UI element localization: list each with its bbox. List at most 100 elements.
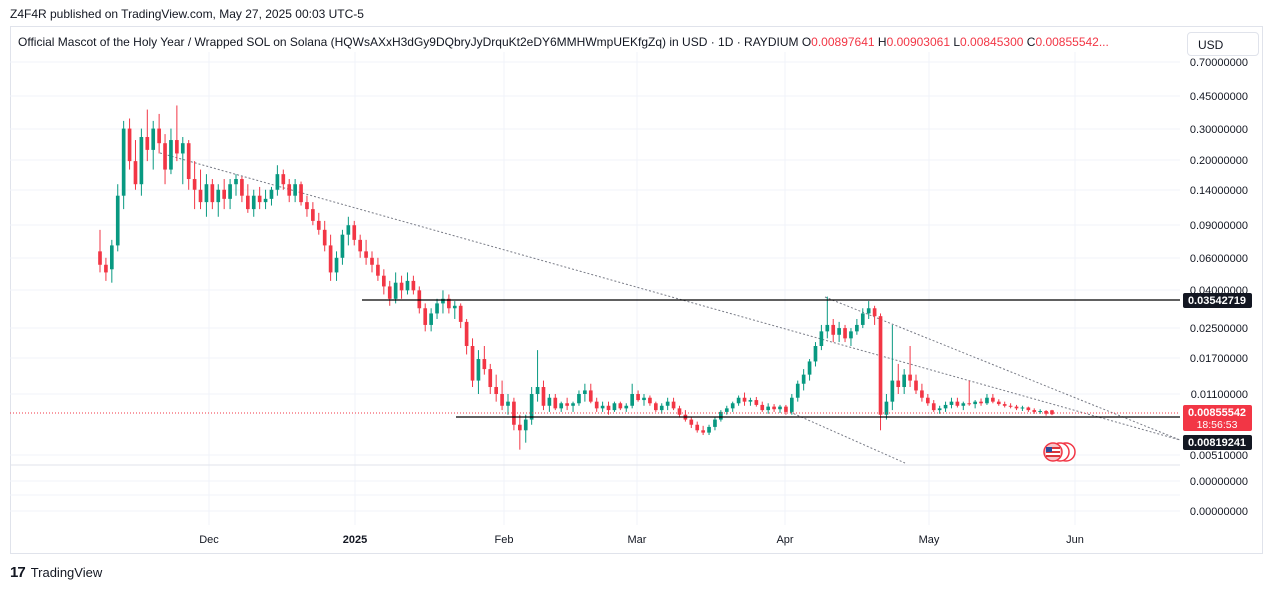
x-tick-label: Apr <box>776 534 793 546</box>
y-tick-label: 0.00000000 <box>1190 476 1248 488</box>
candle <box>216 184 221 217</box>
candle <box>328 234 333 281</box>
candle <box>299 181 303 206</box>
candle <box>133 140 138 190</box>
flag-icon[interactable] <box>1043 442 1076 462</box>
candle <box>736 395 741 406</box>
y-tick-label: 0.00000000 <box>1190 506 1248 518</box>
candle <box>198 169 203 210</box>
tradingview-mark-icon: 17 <box>10 564 26 581</box>
candle <box>287 179 292 203</box>
price-tag: 0.03542719 <box>1183 293 1252 308</box>
candle <box>931 400 936 412</box>
trendlines <box>159 152 1181 464</box>
x-tick-label: May <box>919 534 940 546</box>
candle <box>967 380 972 406</box>
candle <box>364 239 368 265</box>
candle <box>789 394 794 415</box>
price-tag: 0.00819241 <box>1183 435 1252 450</box>
high-value: 0.00903061 <box>886 35 950 49</box>
tradingview-logo[interactable]: 17 TradingView <box>10 564 102 581</box>
candle <box>180 137 185 185</box>
candle <box>825 296 830 339</box>
candle <box>943 401 948 412</box>
candle <box>476 350 481 394</box>
candle <box>512 397 516 431</box>
candle <box>305 195 309 217</box>
candle <box>754 396 759 407</box>
y-tick-label: 0.02500000 <box>1190 323 1248 335</box>
y-tick-label: 0.06000000 <box>1190 253 1248 265</box>
candle <box>429 308 433 332</box>
candle <box>902 369 907 394</box>
candle <box>955 397 960 408</box>
candle <box>210 179 215 210</box>
candle <box>606 401 611 415</box>
candle <box>1032 408 1037 414</box>
y-tick-label: 0.00510000 <box>1190 450 1248 462</box>
candle <box>612 401 617 412</box>
candle <box>204 174 209 217</box>
candle <box>370 251 374 273</box>
close-label: C <box>1026 35 1036 49</box>
candle <box>719 410 723 422</box>
candle <box>257 186 262 210</box>
channel-trendline <box>789 411 906 464</box>
candle <box>878 313 883 431</box>
candle <box>588 383 593 404</box>
candle <box>535 350 540 402</box>
candle <box>884 394 889 420</box>
candle <box>624 403 629 412</box>
candle <box>145 109 150 162</box>
candle <box>949 397 954 409</box>
candle <box>192 161 197 210</box>
descending-trendline <box>159 152 1181 441</box>
candle <box>849 328 853 346</box>
candle <box>452 301 457 319</box>
candle <box>316 212 321 235</box>
candle <box>358 234 363 258</box>
candle <box>104 257 108 281</box>
candle <box>748 397 753 406</box>
candle <box>671 397 676 411</box>
upper-trendline <box>824 296 1181 441</box>
candle <box>831 318 836 343</box>
candle <box>387 280 392 306</box>
candle <box>677 405 682 418</box>
candle <box>186 140 191 190</box>
candle <box>961 401 966 411</box>
candle <box>311 202 315 226</box>
candle <box>801 369 806 391</box>
candle <box>908 345 912 388</box>
candle <box>683 410 688 422</box>
candle <box>245 184 250 213</box>
candle <box>115 184 120 252</box>
candle <box>979 398 983 406</box>
candle <box>228 179 232 210</box>
candle <box>795 380 800 402</box>
candle <box>996 399 1001 406</box>
candle <box>920 383 924 402</box>
candle <box>464 318 469 355</box>
candle <box>139 128 144 196</box>
candle <box>991 394 995 404</box>
candle <box>594 397 599 412</box>
y-tick-label: 0.30000000 <box>1190 124 1248 136</box>
candle <box>724 405 729 415</box>
price-tag-label: 0.03542719 <box>1188 295 1246 307</box>
candle <box>730 401 735 412</box>
currency-button[interactable]: USD <box>1187 32 1259 56</box>
candle <box>1044 410 1048 416</box>
candle <box>807 359 812 381</box>
y-tick-label: 0.14000000 <box>1190 185 1248 197</box>
candle <box>642 394 646 406</box>
candle <box>405 272 410 295</box>
candle <box>896 363 901 394</box>
candle <box>263 189 268 210</box>
candle <box>760 401 765 412</box>
candle <box>1014 404 1019 411</box>
candle <box>376 257 380 281</box>
candle <box>784 404 788 415</box>
publish-info: Z4F4R published on TradingView.com, May … <box>10 7 364 21</box>
